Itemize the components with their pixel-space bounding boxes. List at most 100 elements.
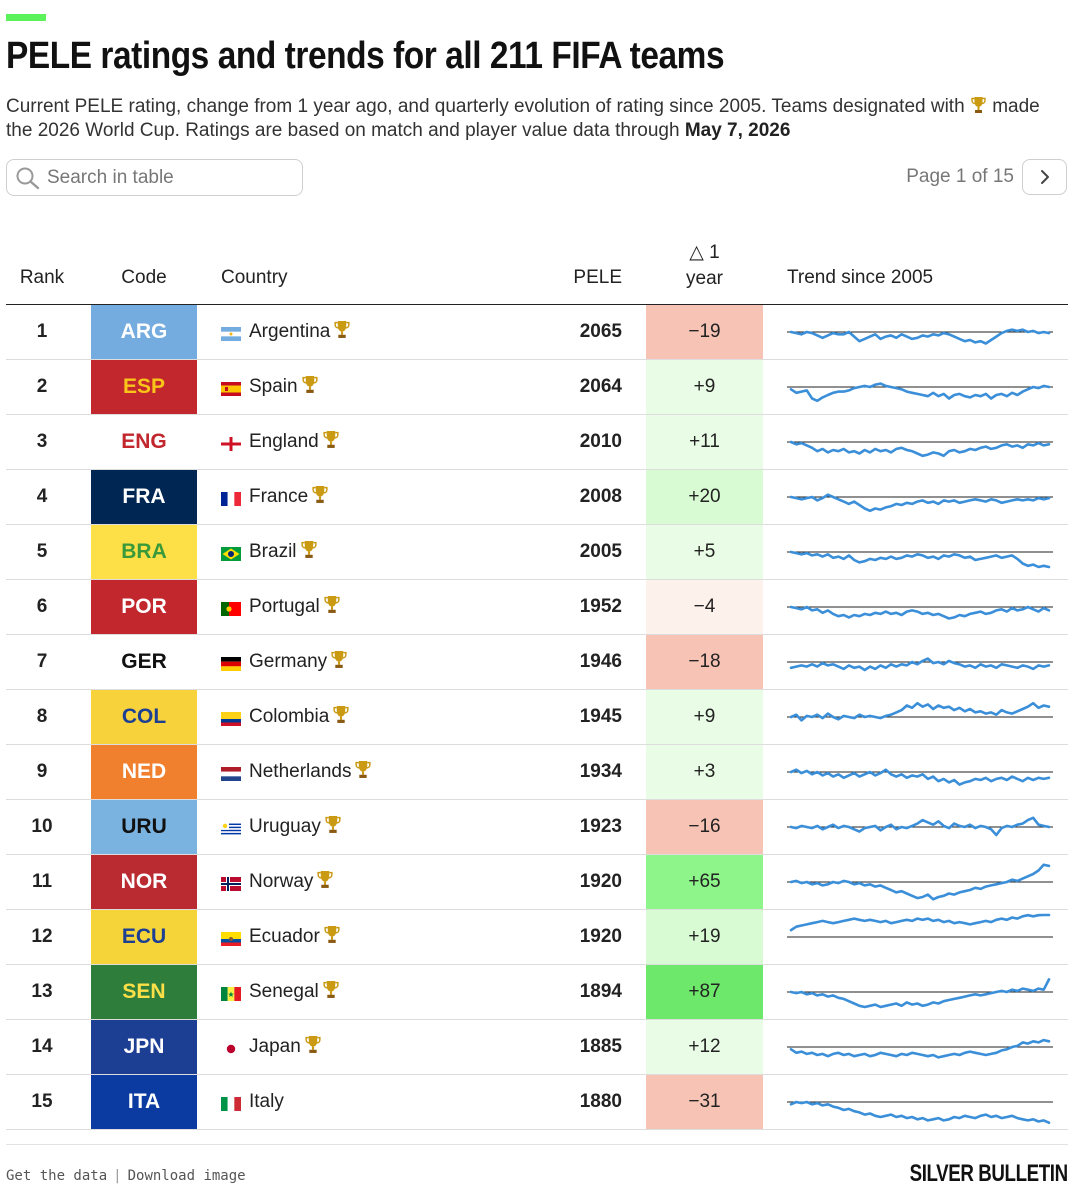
trend-cell bbox=[787, 473, 1053, 526]
delta-cell: +9 bbox=[646, 360, 763, 414]
page-indicator: Page 1 of 15 bbox=[906, 166, 1014, 187]
country-cell: Ecuador bbox=[221, 910, 341, 964]
table-row[interactable]: 11 NOR Norway 1920 +65 bbox=[6, 855, 1068, 910]
trophy-icon bbox=[323, 925, 341, 950]
pele-rating: 1923 bbox=[579, 816, 622, 837]
trend-line bbox=[789, 768, 1051, 786]
pele-rating: 1952 bbox=[579, 596, 622, 617]
table-row[interactable]: 4 FRA France 2008 +20 bbox=[6, 470, 1068, 525]
table-row[interactable]: 9 NED Netherlands 1934 +3 bbox=[6, 745, 1068, 800]
table-row[interactable]: 14 JPN Japan 1885 +12 bbox=[6, 1020, 1068, 1075]
trend-sparkline bbox=[787, 550, 1053, 569]
pele-rating: 2005 bbox=[579, 541, 622, 562]
code-badge: SEN bbox=[91, 965, 197, 1019]
trend-cell bbox=[787, 308, 1053, 361]
table-row[interactable]: 8 COL Colombia 1945 +9 bbox=[6, 690, 1068, 745]
trend-sparkline bbox=[787, 657, 1053, 672]
search-box[interactable] bbox=[6, 159, 303, 196]
country-name: Argentina bbox=[249, 321, 331, 342]
code-badge: BRA bbox=[91, 525, 197, 579]
netherlands-flag-icon bbox=[221, 765, 241, 781]
trend-cell bbox=[787, 638, 1053, 691]
rank-cell: 10 bbox=[31, 816, 53, 837]
country-cell: Argentina bbox=[221, 305, 351, 359]
table-row[interactable]: 10 URU Uruguay 1923 −16 bbox=[6, 800, 1068, 855]
pele-rating: 2064 bbox=[579, 376, 622, 397]
code-badge: NOR bbox=[91, 855, 197, 909]
rank-cell: 11 bbox=[31, 871, 53, 892]
delta-cell: +19 bbox=[646, 910, 763, 964]
table-row[interactable]: 7 GER Germany 1946 −18 bbox=[6, 635, 1068, 690]
country-cell: Colombia bbox=[221, 690, 350, 744]
pele-rating: 1934 bbox=[579, 761, 622, 782]
germany-flag-icon bbox=[221, 655, 241, 671]
delta-cell: +12 bbox=[646, 1020, 763, 1074]
country-cell: Italy bbox=[221, 1075, 284, 1129]
france-flag-icon bbox=[221, 490, 241, 506]
delta-cell: +9 bbox=[646, 690, 763, 744]
trend-line bbox=[789, 657, 1051, 672]
next-page-button[interactable] bbox=[1022, 159, 1067, 195]
header-code[interactable]: Code bbox=[121, 267, 167, 288]
download-image-link[interactable]: Download image bbox=[127, 1168, 246, 1184]
senegal-flag-icon bbox=[221, 985, 241, 1001]
trophy-icon bbox=[322, 980, 340, 1005]
code-badge: NED bbox=[91, 745, 197, 799]
table-row[interactable]: 1 ARG Argentina 2065 −19 bbox=[6, 305, 1068, 360]
trophy-icon bbox=[330, 650, 348, 675]
delta-cell: +11 bbox=[646, 415, 763, 469]
pele-rating: 1945 bbox=[579, 706, 622, 727]
trend-sparkline bbox=[787, 768, 1053, 786]
get-data-link[interactable]: Get the data bbox=[6, 1168, 108, 1184]
table-row[interactable]: 13 SEN Senegal 1894 +87 bbox=[6, 965, 1068, 1020]
trend-line bbox=[789, 1100, 1051, 1124]
trend-sparkline bbox=[787, 493, 1053, 513]
country-name: Colombia bbox=[249, 706, 330, 727]
pele-rating: 1920 bbox=[579, 926, 622, 947]
search-input[interactable] bbox=[47, 166, 287, 189]
table-row[interactable]: 6 POR Portugal 1952 −4 bbox=[6, 580, 1068, 635]
trophy-icon bbox=[323, 595, 341, 620]
trophy-icon bbox=[304, 1035, 322, 1060]
header-rank[interactable]: Rank bbox=[19, 267, 65, 288]
rank-cell: 9 bbox=[36, 761, 48, 782]
footer-links: Get the data | Download image bbox=[6, 1168, 246, 1184]
trend-cell bbox=[787, 1023, 1053, 1076]
trophy-icon bbox=[311, 485, 329, 510]
table-body: 1 ARG Argentina 2065 −19 2 ESP Spain 2064 +9 3 ENG E… bbox=[6, 305, 1068, 1130]
country-cell: France bbox=[221, 470, 329, 524]
trend-sparkline bbox=[787, 382, 1053, 403]
header-country[interactable]: Country bbox=[221, 267, 288, 288]
table-row[interactable]: 5 BRA Brazil 2005 +5 bbox=[6, 525, 1068, 580]
table-row[interactable]: 15 ITA Italy 1880 −31 bbox=[6, 1075, 1068, 1130]
table-row[interactable]: 12 ECU Ecuador 1920 +19 bbox=[6, 910, 1068, 965]
header-pele[interactable]: PELE bbox=[573, 267, 622, 288]
trend-line bbox=[789, 1038, 1051, 1059]
code-badge: ITA bbox=[91, 1075, 197, 1129]
table-row[interactable]: 3 ENG England 2010 +11 bbox=[6, 415, 1068, 470]
trend-cell bbox=[787, 418, 1053, 471]
rank-cell: 4 bbox=[36, 486, 48, 507]
rank-cell: 5 bbox=[36, 541, 48, 562]
country-name: Japan bbox=[249, 1036, 301, 1057]
country-name: Netherlands bbox=[249, 761, 352, 782]
trend-sparkline bbox=[787, 701, 1053, 722]
pele-rating: 2065 bbox=[579, 321, 622, 342]
trend-line bbox=[789, 328, 1051, 345]
brand-logo: SILVER BULLETIN bbox=[909, 1160, 1069, 1187]
table-row[interactable]: 2 ESP Spain 2064 +9 bbox=[6, 360, 1068, 415]
page-title: PELE ratings and trends for all 211 FIFA… bbox=[6, 35, 725, 77]
trend-sparkline bbox=[787, 863, 1053, 901]
delta-cell: −19 bbox=[646, 305, 763, 359]
trend-line bbox=[789, 382, 1051, 403]
code-badge: ENG bbox=[91, 415, 197, 469]
header-delta[interactable]: △ 1 year bbox=[686, 242, 723, 289]
argentina-flag-icon bbox=[221, 325, 241, 341]
code-badge: POR bbox=[91, 580, 197, 634]
country-name: Ecuador bbox=[249, 926, 320, 947]
rank-cell: 15 bbox=[31, 1091, 53, 1112]
pele-rating: 1946 bbox=[579, 651, 622, 672]
pele-rating: 2010 bbox=[579, 431, 622, 452]
country-name: Uruguay bbox=[249, 816, 321, 837]
delta-cell: +5 bbox=[646, 525, 763, 579]
